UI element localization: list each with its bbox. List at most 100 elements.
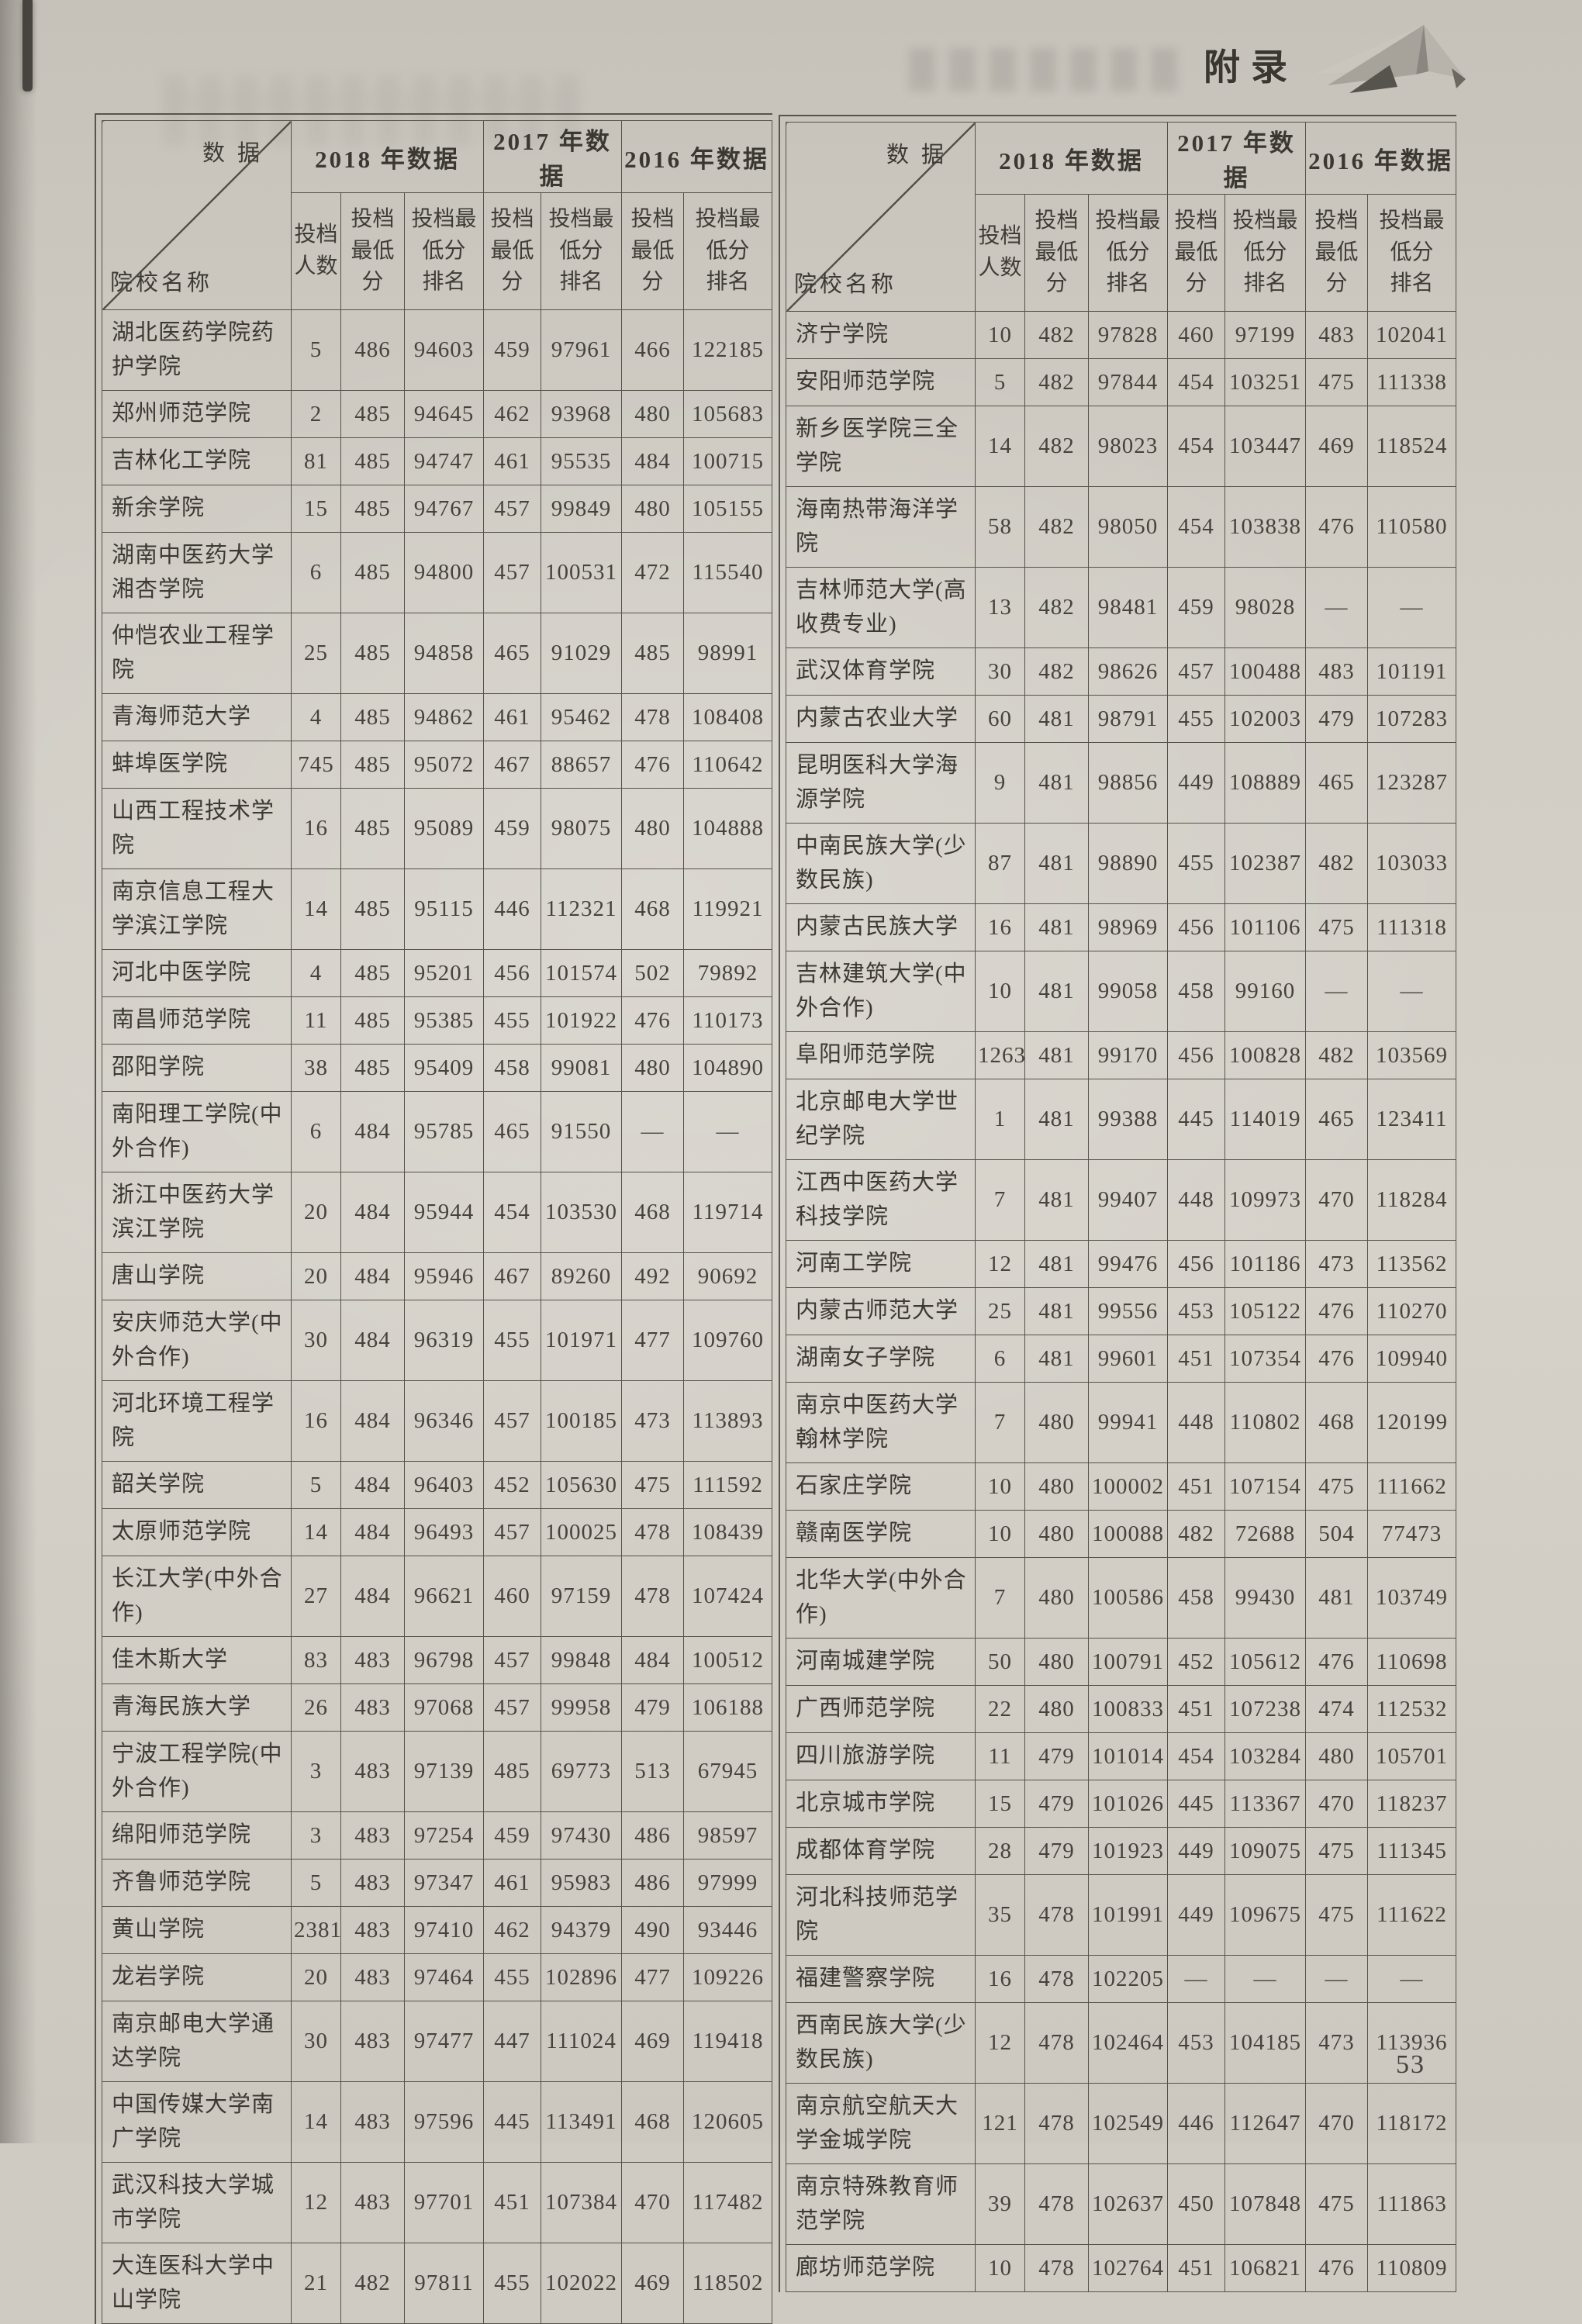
value-cell: 118284 <box>1367 1159 1456 1241</box>
value-cell: 112321 <box>541 868 622 950</box>
value-cell: 95385 <box>404 996 484 1045</box>
value-cell: 473 <box>1305 1240 1368 1288</box>
value-cell: 96798 <box>404 1636 484 1684</box>
value-cell: 485 <box>340 949 405 997</box>
value-cell: 486 <box>340 309 405 391</box>
college-name-cell: 安阳师范学院 <box>786 358 976 406</box>
table-row: 济宁学院 10 482 97828 460 97199 483 102041 <box>786 311 1456 359</box>
table-row: 吉林化工学院 81 485 94747 461 95535 484 100715 <box>102 437 772 485</box>
value-cell: 454 <box>1167 1732 1225 1780</box>
value-cell: — <box>1367 1955 1456 2003</box>
value-cell: 97961 <box>541 309 622 391</box>
college-name-cell: 内蒙古农业大学 <box>786 695 976 743</box>
value-cell: 476 <box>621 741 684 789</box>
value-cell: 107848 <box>1224 2163 1306 2245</box>
college-name-cell: 蚌埠医学院 <box>102 741 292 789</box>
value-cell: 1 <box>975 1079 1025 1160</box>
table-row: 廊坊师范学院 10 478 102764 451 106821 476 110809 <box>786 2244 1456 2292</box>
value-cell: 481 <box>1024 1287 1089 1335</box>
value-cell: 98028 <box>1224 567 1306 648</box>
value-cell: 480 <box>1024 1685 1089 1733</box>
value-cell: 95785 <box>404 1091 484 1172</box>
value-cell: 2 <box>291 390 341 438</box>
value-cell: 100828 <box>1224 1031 1306 1079</box>
value-cell: 455 <box>483 1953 541 2001</box>
admission-table-left-wrap: 数据 院校名称 2018 年数据 2017 年数据 2016 年数据 投档 人数… <box>95 113 772 2324</box>
value-cell: 475 <box>1305 1462 1368 1511</box>
value-cell: 482 <box>1024 406 1089 487</box>
value-cell: 38 <box>291 1044 341 1092</box>
value-cell: 481 <box>1024 1335 1089 1383</box>
value-cell: 109973 <box>1224 1159 1306 1241</box>
value-cell: 502 <box>621 949 684 997</box>
college-name-cell: 吉林建筑大学(中外合作) <box>786 951 976 1032</box>
value-cell: 97999 <box>683 1859 772 1907</box>
table-row: 齐鲁师范学院 5 483 97347 461 95983 486 97999 <box>102 1859 772 1907</box>
value-cell: 103251 <box>1224 358 1306 406</box>
value-cell: 475 <box>1305 1874 1368 1956</box>
value-cell: 445 <box>1167 1079 1225 1160</box>
value-cell: 12 <box>975 2002 1025 2084</box>
value-cell: 91550 <box>541 1091 622 1172</box>
value-cell: 72688 <box>1224 1510 1306 1558</box>
table-row: 河北中医学院 4 485 95201 456 101574 502 79892 <box>102 949 772 997</box>
value-cell: 103569 <box>1367 1031 1456 1079</box>
college-name-cell: 西南民族大学(少数民族) <box>786 2002 976 2084</box>
value-cell: 100791 <box>1088 1638 1168 1686</box>
value-cell: 97477 <box>404 2001 484 2082</box>
table-row: 四川旅游学院 11 479 101014 454 103284 480 105701 <box>786 1732 1456 1780</box>
value-cell: 451 <box>483 2162 541 2243</box>
value-cell: 95201 <box>404 949 484 997</box>
value-cell: 123287 <box>1367 742 1456 824</box>
value-cell: 482 <box>1024 486 1089 568</box>
college-name-cell: 黄山学院 <box>102 1906 292 1954</box>
col-header-min-rank-2018: 投档最 低分 排名 <box>1088 194 1168 312</box>
table-row: 海南热带海洋学院 58 482 98050 454 103838 476 110580 <box>786 486 1456 568</box>
table-row: 成都体育学院 28 479 101923 449 109075 475 111345 <box>786 1827 1456 1875</box>
value-cell: 483 <box>340 1683 405 1732</box>
value-cell: 467 <box>483 1252 541 1300</box>
value-cell: 469 <box>621 2243 684 2324</box>
value-cell: 20 <box>291 1252 341 1300</box>
value-cell: 486 <box>621 1859 684 1907</box>
value-cell: 111345 <box>1367 1827 1456 1875</box>
value-cell: 95944 <box>404 1172 484 1253</box>
value-cell: 468 <box>621 868 684 950</box>
value-cell: 461 <box>483 1859 541 1907</box>
value-cell: 21 <box>291 2243 341 2324</box>
value-cell: 95115 <box>404 868 484 950</box>
college-name-cell: 廊坊师范学院 <box>786 2244 976 2292</box>
value-cell: 104890 <box>683 1044 772 1092</box>
college-name-cell: 长江大学(中外合作) <box>102 1556 292 1637</box>
left-table-body: 湖北医药学院药护学院 5 486 94603 459 97961 466 122185 郑州师范… <box>102 309 772 2324</box>
table-row: 吉林师范大学(高收费专业) 13 482 98481 459 98028— — <box>786 567 1456 648</box>
value-cell: 481 <box>1024 903 1089 951</box>
table-row: 内蒙古师范大学 25 481 99556 453 105122 476 110270 <box>786 1287 1456 1335</box>
value-cell: 457 <box>483 1636 541 1684</box>
value-cell: 95462 <box>541 693 622 741</box>
value-cell: 475 <box>1305 358 1368 406</box>
table-row: 北华大学(中外合作) 7 480 100586 458 99430 481 103749 <box>786 1557 1456 1639</box>
value-cell: 473 <box>621 1380 684 1462</box>
value-cell: 451 <box>1167 1462 1225 1511</box>
value-cell: 95535 <box>541 437 622 485</box>
value-cell: 99430 <box>1224 1557 1306 1639</box>
value-cell: 480 <box>1024 1557 1089 1639</box>
value-cell: 94747 <box>404 437 484 485</box>
corner-header-cell: 数据 院校名称 <box>102 120 292 310</box>
value-cell: 478 <box>1024 2002 1089 2084</box>
value-cell: 480 <box>621 788 684 869</box>
year-header-2016: 2016 年数据 <box>1305 122 1456 195</box>
value-cell: 99160 <box>1224 951 1306 1032</box>
value-cell: 118524 <box>1367 406 1456 487</box>
value-cell: 110802 <box>1224 1382 1306 1463</box>
value-cell: 455 <box>1167 823 1225 904</box>
value-cell: 457 <box>483 485 541 533</box>
value-cell: 483 <box>340 2081 405 2163</box>
value-cell: 451 <box>1167 2244 1225 2292</box>
value-cell: 101971 <box>541 1300 622 1381</box>
value-cell: 50 <box>975 1638 1025 1686</box>
value-cell: 468 <box>1305 1382 1368 1463</box>
value-cell: 100488 <box>1224 647 1306 696</box>
table-row: 武汉体育学院 30 482 98626 457 100488 483 101191 <box>786 647 1456 696</box>
